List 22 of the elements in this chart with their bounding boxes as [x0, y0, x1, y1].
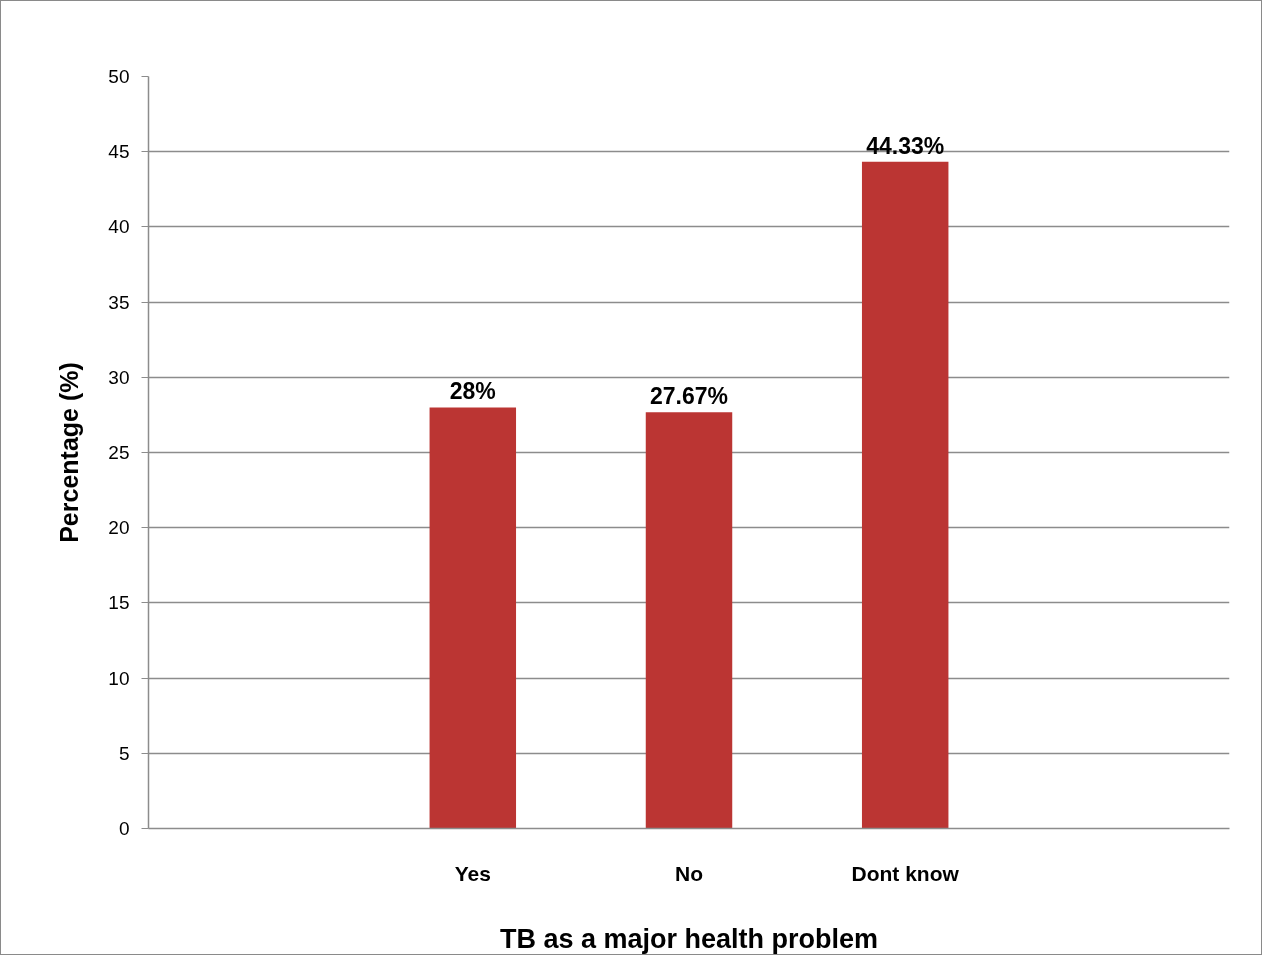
- x-axis-title: TB as a major health problem: [499, 923, 879, 954]
- y-tick-label: 5: [118, 742, 130, 764]
- y-tick-label: 20: [108, 517, 130, 539]
- y-tick-label: 0: [118, 818, 130, 839]
- x-tick-label: No: [675, 861, 703, 885]
- data-label: 28%: [449, 378, 496, 405]
- bar: [861, 161, 949, 829]
- y-tick-label: 40: [108, 216, 130, 238]
- y-tick-label: 35: [108, 291, 130, 313]
- x-tick-label: Dont know: [851, 861, 960, 885]
- y-tick-label: 45: [108, 141, 130, 163]
- y-tick-label: 25: [108, 442, 130, 463]
- bar: [429, 407, 517, 829]
- data-label: 44.33%: [866, 132, 945, 159]
- y-tick-label: 15: [108, 592, 130, 614]
- bar: [645, 412, 733, 829]
- y-tick-label: 50: [108, 66, 130, 87]
- x-tick-label: Yes: [454, 861, 491, 885]
- data-label: 27.67%: [650, 383, 729, 410]
- y-tick-label: 30: [108, 366, 130, 388]
- y-axis-title: Percentage (%): [55, 362, 84, 543]
- y-tick-label: 10: [108, 667, 130, 689]
